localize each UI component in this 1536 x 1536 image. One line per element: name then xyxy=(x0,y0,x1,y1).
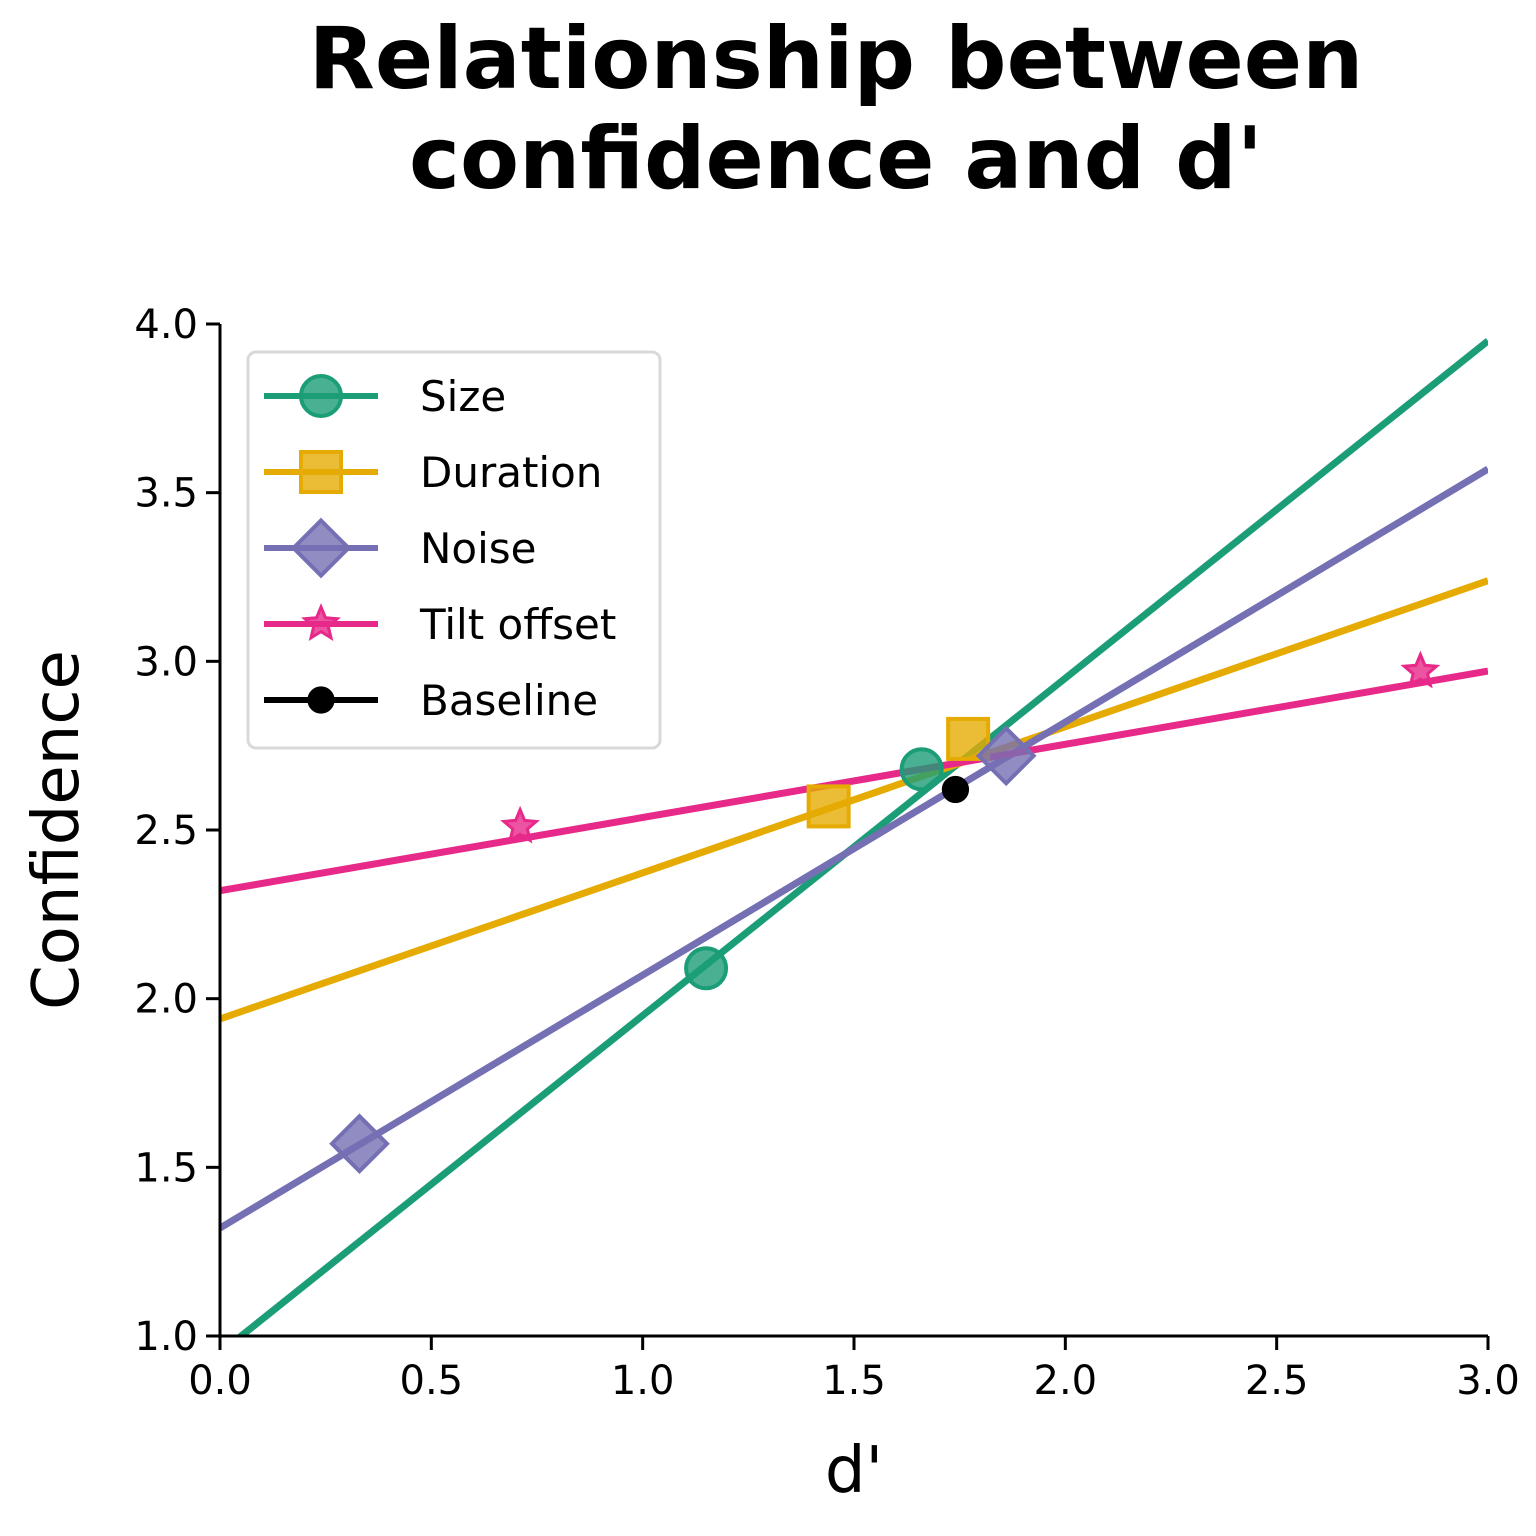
y-axis-label: Confidence xyxy=(20,650,94,1010)
point-noise xyxy=(975,725,1037,787)
x-tick-label: 2.5 xyxy=(1245,1358,1309,1404)
x-tick-label: 1.5 xyxy=(822,1358,886,1404)
legend-marker-size xyxy=(299,374,343,418)
point-size xyxy=(684,946,729,991)
point-baseline xyxy=(941,775,970,804)
x-tick-label: 1.0 xyxy=(611,1358,675,1404)
x-axis-label: d' xyxy=(825,1434,883,1508)
point-tilt-offset xyxy=(1400,650,1441,689)
legend-marker-noise xyxy=(290,517,352,579)
y-tick-label: 1.0 xyxy=(134,1314,198,1360)
y-tick-label: 2.5 xyxy=(134,808,198,854)
legend-marker-tilt-offset xyxy=(301,603,341,641)
y-tick-label: 3.0 xyxy=(134,639,198,685)
fit-lines xyxy=(220,338,1488,1336)
legend: Size Duration Noise Tilt offset Baseline xyxy=(246,350,662,750)
y-tick-label: 2.0 xyxy=(134,977,198,1023)
legend-frame xyxy=(246,350,662,750)
point-noise xyxy=(329,1113,390,1175)
y-tick-label: 3.5 xyxy=(134,471,198,517)
point-size xyxy=(899,747,944,792)
title-line-1: Relationship between xyxy=(309,9,1364,109)
x-tick-label: 3.0 xyxy=(1456,1358,1520,1404)
x-tick-label: 2.0 xyxy=(1034,1358,1098,1404)
legend-label-baseline: Baseline xyxy=(420,676,598,725)
axes: 0.0 0.5 1.0 1.5 2.0 2.5 3.0 1.0 1.5 2.0 2.5 3.0 3.5 4… xyxy=(134,302,1519,1404)
title-line-2: confidence and d' xyxy=(409,109,1263,209)
point-duration xyxy=(806,784,851,829)
fit-line-noise xyxy=(220,466,1488,1232)
point-duration xyxy=(946,716,991,761)
legend-marker-baseline xyxy=(307,686,335,714)
data-markers xyxy=(329,650,1441,1175)
x-tick-label: 0.5 xyxy=(400,1358,464,1404)
y-tick-label: 4.0 xyxy=(134,302,198,348)
point-tilt-offset xyxy=(500,805,541,844)
fit-line-duration xyxy=(220,577,1488,1023)
legend-label-size: Size xyxy=(420,372,506,421)
y-tick-label: 1.5 xyxy=(134,1145,198,1191)
fit-line-tilt-offset xyxy=(220,667,1488,895)
legend-label-noise: Noise xyxy=(420,524,537,573)
legend-marker-duration xyxy=(299,450,343,494)
legend-label-duration: Duration xyxy=(420,448,602,497)
x-tick-label: 0.0 xyxy=(188,1358,252,1404)
legend-label-tilt-offset: Tilt offset xyxy=(419,600,616,649)
